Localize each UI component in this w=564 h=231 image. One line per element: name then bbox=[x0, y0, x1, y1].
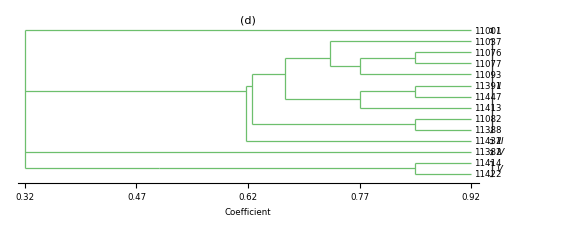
Text: 11422: 11422 bbox=[474, 170, 501, 179]
Text: 11077: 11077 bbox=[474, 60, 501, 69]
Text: 11391: 11391 bbox=[474, 82, 501, 91]
Text: 11447: 11447 bbox=[474, 93, 501, 102]
Title: (d): (d) bbox=[240, 15, 256, 25]
Text: 11382: 11382 bbox=[474, 148, 501, 157]
Text: 11076: 11076 bbox=[474, 49, 501, 58]
Text: IV: IV bbox=[496, 148, 505, 157]
Text: 11432: 11432 bbox=[474, 137, 501, 146]
X-axis label: Coefficient: Coefficient bbox=[224, 207, 271, 216]
Text: 11413: 11413 bbox=[474, 104, 501, 113]
Text: 11037: 11037 bbox=[474, 38, 501, 47]
Text: 11388: 11388 bbox=[474, 126, 501, 135]
Text: 11082: 11082 bbox=[474, 115, 501, 124]
Text: 11001: 11001 bbox=[474, 27, 501, 36]
Text: V: V bbox=[496, 164, 503, 173]
Text: III: III bbox=[496, 137, 504, 146]
Text: II: II bbox=[496, 82, 501, 91]
Text: 11414: 11414 bbox=[474, 159, 501, 168]
Text: 11093: 11093 bbox=[474, 71, 501, 80]
Text: I: I bbox=[496, 27, 499, 36]
